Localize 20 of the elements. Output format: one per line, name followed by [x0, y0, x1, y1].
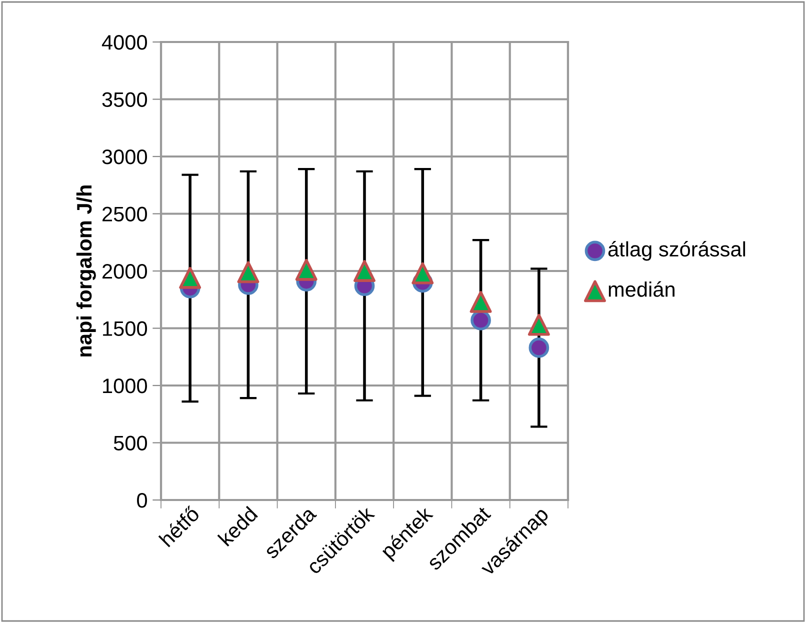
y-tick-label: 1500	[103, 321, 147, 336]
point	[528, 338, 550, 358]
y-tick-label: 3000	[102, 150, 147, 164]
point	[237, 261, 260, 284]
y-axis-title: napi forgalom J/h	[76, 185, 96, 356]
y-tick-label: 0	[137, 493, 147, 508]
legend-label: medián	[608, 281, 674, 297]
point	[295, 258, 318, 281]
y-tick-label: 3500	[102, 92, 147, 108]
point	[179, 266, 202, 289]
point	[528, 314, 550, 336]
y-tick-label: 2000	[102, 264, 147, 279]
legend-label: átlag szórással	[608, 241, 746, 261]
y-tick-label: 1000	[103, 378, 147, 394]
y-tick-label: 4000	[102, 35, 147, 50]
y-tick-label: 500	[114, 436, 147, 451]
point	[354, 260, 376, 282]
point	[412, 262, 434, 284]
y-tick-label: 2500	[102, 206, 147, 222]
point	[470, 290, 492, 313]
